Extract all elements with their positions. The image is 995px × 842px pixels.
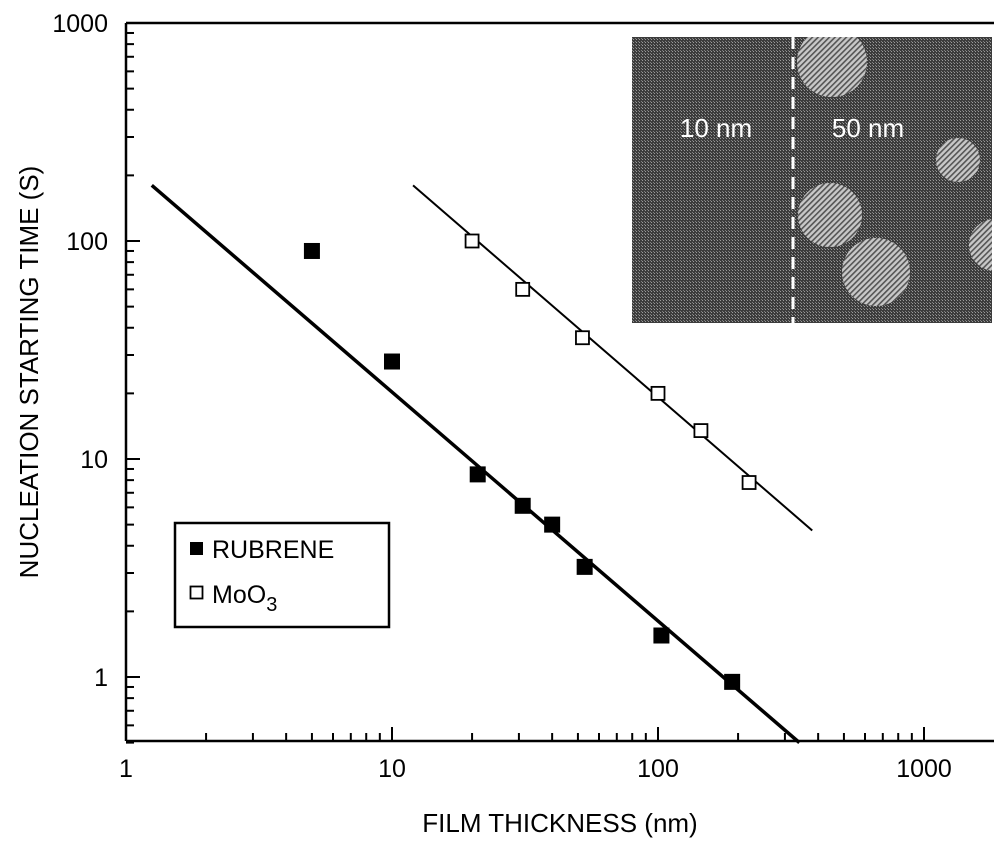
moo3-point xyxy=(694,424,707,437)
y-tick-label: 1000 xyxy=(52,10,108,38)
inset-micrograph: 10 nm 50 nm xyxy=(632,27,995,323)
moo3-point xyxy=(466,235,479,248)
y-tick-label: 10 xyxy=(80,446,108,474)
inset-grain xyxy=(842,238,910,306)
x-tick-label: 1000 xyxy=(896,755,952,783)
moo3-point xyxy=(516,283,529,296)
legend-label-rubrene: RUBRENE xyxy=(212,536,334,564)
legend-marker-moo3 xyxy=(191,587,203,599)
rubrene-point xyxy=(544,517,560,533)
x-axis-title: FILM THICKNESS (nm) xyxy=(422,808,697,838)
y-axis-title: NUCLEATION STARTING TIME (S) xyxy=(14,166,44,579)
rubrene-point xyxy=(577,559,593,575)
x-tick-label: 100 xyxy=(637,755,679,783)
y-tick-label: 1 xyxy=(94,664,108,692)
x-tick-label: 10 xyxy=(378,755,406,783)
inset-grain xyxy=(936,138,980,182)
x-tick-label: 1 xyxy=(119,755,133,783)
rubrene-point xyxy=(384,354,400,370)
rubrene-point xyxy=(470,466,486,482)
rubrene-point xyxy=(515,498,531,514)
moo3-point xyxy=(652,387,665,400)
inset-label-left: 10 nm xyxy=(680,113,752,143)
inset-grain xyxy=(798,183,862,247)
y-tick-label: 100 xyxy=(66,228,108,256)
legend-marker-rubrene xyxy=(190,542,203,555)
moo3-point xyxy=(576,331,589,344)
rubrene-point xyxy=(304,243,320,259)
rubrene-point xyxy=(653,628,669,644)
rubrene-point xyxy=(724,674,740,690)
inset-grain xyxy=(797,27,867,97)
legend: RUBRENE MoO3 xyxy=(175,523,389,627)
moo3-point xyxy=(743,476,756,489)
inset-label-right: 50 nm xyxy=(832,113,904,143)
